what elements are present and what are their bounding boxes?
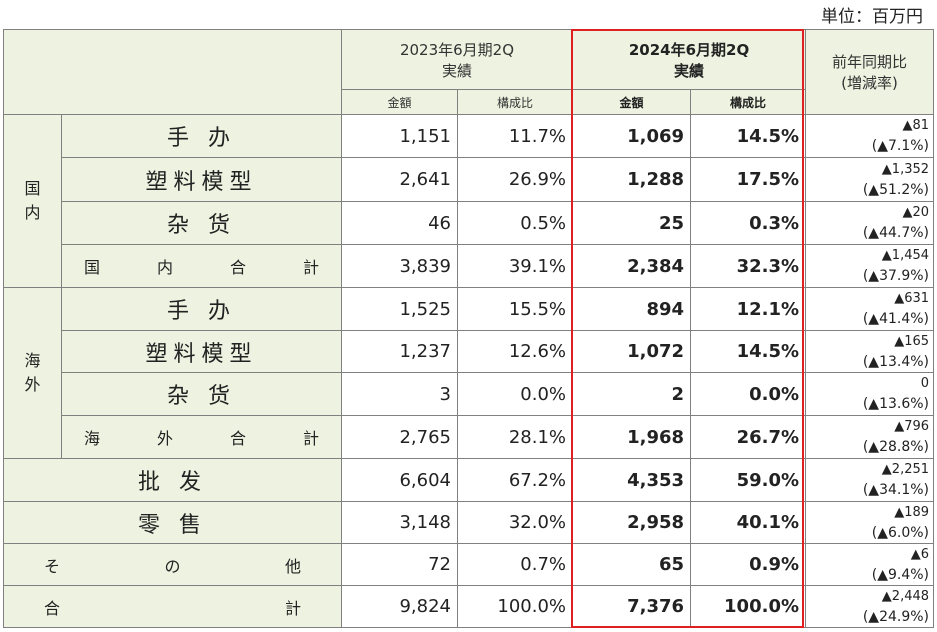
row-label-goods: 杂 货 [61,372,342,416]
header-2024: 2024年6月期2Q 実績 [572,29,807,90]
header-yoy: 前年同期比 (増減率) [805,29,935,115]
header-amount-2023: 金額 [341,89,458,115]
header-amount-2024: 金額 [572,89,692,115]
table-row: 批 发 6,604 67.2% 4,353 59.0% ▲2,251 (▲34.1… [3,458,935,502]
row-label-goods: 杂 货 [61,201,342,245]
row-label-te-ban: 手 办 [61,287,342,331]
table-row: 海 外 手 办 1,525 15.5% 894 12.1% ▲631 (▲41.4… [3,287,935,459]
header-ratio-2024: 構成比 [690,89,807,115]
row-label-plastic: 塑料模型 [61,330,342,373]
header-row: 2023年6月期2Q 実績 2024年6月期2Q 実績 前年同期比 (増減率) [3,29,935,115]
table-row: 零 售 3,148 32.0% 2,958 40.1% ▲189 (▲6.0%) [3,501,935,544]
header-2023-sub: 実績 [442,61,473,80]
header-2024-label: 2024年6月期2Q [628,40,750,59]
table-row: その他 72 0.7% 65 0.9% ▲6 (▲9.4%) [3,543,935,586]
row-label-domestic-total: 国内合計 [61,244,342,288]
header-corner [3,29,342,115]
sales-table: 2023年6月期2Q 実績 2024年6月期2Q 実績 前年同期比 (増減率) … [3,29,935,628]
row-label-te-ban: 手 办 [61,114,342,158]
table-row: 国内合計 3,839 39.1% 2,384 32.3% ▲1,454 (▲37.… [4,244,935,288]
unit-label: 単位：百万円 [821,7,923,27]
row-label-retail: 零 售 [3,501,342,544]
header-2024-sub: 実績 [674,61,705,80]
header-yoy-label: 前年同期比 [832,53,908,71]
table-row: 杂 货 46 0.5% 25 0.3% ▲20 (▲44.7%) [4,201,935,245]
row-label-overseas-total: 海外合計 [61,415,342,459]
row-label-other: その他 [3,543,342,586]
row-label-plastic: 塑料模型 [61,157,342,202]
group-domestic: 国 内 [3,114,62,288]
row-label-grand-total: 合計 [3,585,342,628]
table-row: 杂 货 3 0.0% 2 0.0% 0 (▲13.6%) [4,372,935,416]
table-row: 海外合計 2,765 28.1% 1,968 26.7% ▲796 (▲28.8%… [4,415,935,459]
header-2023-label: 2023年6月期2Q [399,40,515,59]
row-label-wholesale: 批 发 [3,458,342,502]
group-overseas: 海 外 [3,287,62,459]
table-row: 塑料模型 1,237 12.6% 1,072 14.5% ▲165 (▲13.4%… [4,330,935,373]
header-ratio-2023: 構成比 [456,89,574,115]
table-row: 塑料模型 2,641 26.9% 1,288 17.5% ▲1,352 (▲51.… [4,157,935,202]
header-yoy-sub: (増減率) [841,74,898,92]
table-row: 合計 9,824 100.0% 7,376 100.0% ▲2,448 (▲24.… [3,585,935,628]
table-row: 国 内 手 办 1,151 11.7% 1,069 14.5% ▲81 (▲7.1… [3,114,935,288]
header-2023: 2023年6月期2Q 実績 [340,29,574,90]
